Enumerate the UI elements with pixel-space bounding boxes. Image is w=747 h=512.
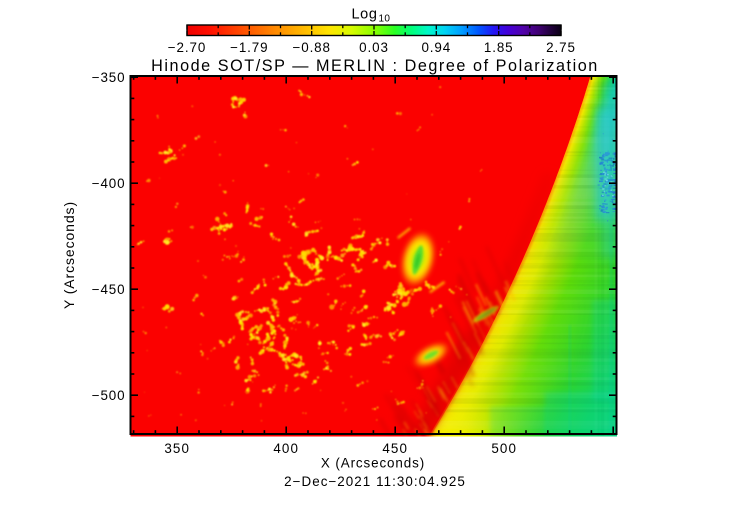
svg-text:2−Dec−2021 11:30:04.925: 2−Dec−2021 11:30:04.925 xyxy=(284,474,466,489)
svg-text:−350: −350 xyxy=(92,70,126,85)
svg-text:X (Arcseconds): X (Arcseconds) xyxy=(321,456,425,471)
svg-text:0.94: 0.94 xyxy=(421,40,451,55)
svg-text:Y (Arcseconds): Y (Arcseconds) xyxy=(61,201,77,309)
svg-text:10: 10 xyxy=(379,14,391,25)
svg-text:350: 350 xyxy=(164,441,190,456)
svg-text:−0.88: −0.88 xyxy=(293,40,331,55)
svg-text:Log: Log xyxy=(352,6,378,22)
svg-text:−500: −500 xyxy=(92,388,126,403)
svg-text:Hinode SOT/SP — MERLIN : Degre: Hinode SOT/SP — MERLIN : Degree of Polar… xyxy=(151,57,599,75)
svg-text:2.75: 2.75 xyxy=(546,40,576,55)
svg-text:−2.70: −2.70 xyxy=(168,40,206,55)
svg-text:1.85: 1.85 xyxy=(484,40,514,55)
svg-text:500: 500 xyxy=(491,441,517,456)
svg-text:−1.79: −1.79 xyxy=(230,40,268,55)
svg-text:−400: −400 xyxy=(92,176,126,191)
svg-text:450: 450 xyxy=(382,441,408,456)
svg-text:400: 400 xyxy=(273,441,299,456)
svg-text:0.03: 0.03 xyxy=(359,40,389,55)
svg-text:−450: −450 xyxy=(92,282,126,297)
